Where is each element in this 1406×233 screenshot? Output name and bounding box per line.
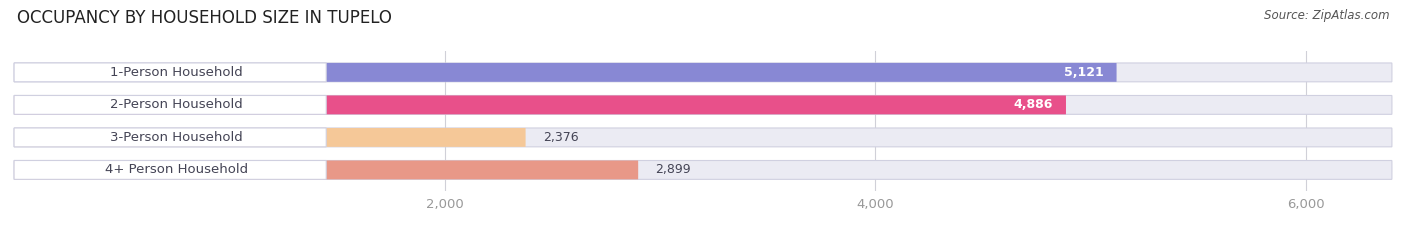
FancyBboxPatch shape: [14, 128, 1392, 147]
Text: OCCUPANCY BY HOUSEHOLD SIZE IN TUPELO: OCCUPANCY BY HOUSEHOLD SIZE IN TUPELO: [17, 9, 392, 27]
FancyBboxPatch shape: [14, 96, 1392, 114]
FancyBboxPatch shape: [14, 128, 326, 147]
Text: 2-Person Household: 2-Person Household: [110, 98, 243, 111]
FancyBboxPatch shape: [14, 63, 1116, 82]
Text: 2,899: 2,899: [655, 163, 690, 176]
Text: 4+ Person Household: 4+ Person Household: [105, 163, 247, 176]
FancyBboxPatch shape: [14, 96, 1066, 114]
Text: Source: ZipAtlas.com: Source: ZipAtlas.com: [1264, 9, 1389, 22]
Text: 1-Person Household: 1-Person Household: [110, 66, 243, 79]
FancyBboxPatch shape: [14, 63, 326, 82]
Text: 5,121: 5,121: [1064, 66, 1104, 79]
Text: 3-Person Household: 3-Person Household: [110, 131, 243, 144]
FancyBboxPatch shape: [14, 161, 326, 179]
Text: 4,886: 4,886: [1014, 98, 1053, 111]
FancyBboxPatch shape: [14, 96, 326, 114]
FancyBboxPatch shape: [14, 128, 526, 147]
FancyBboxPatch shape: [14, 161, 1392, 179]
FancyBboxPatch shape: [14, 63, 1392, 82]
Text: 2,376: 2,376: [543, 131, 578, 144]
FancyBboxPatch shape: [14, 161, 638, 179]
